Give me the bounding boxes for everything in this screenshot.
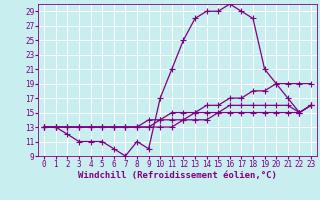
X-axis label: Windchill (Refroidissement éolien,°C): Windchill (Refroidissement éolien,°C) [78,171,277,180]
